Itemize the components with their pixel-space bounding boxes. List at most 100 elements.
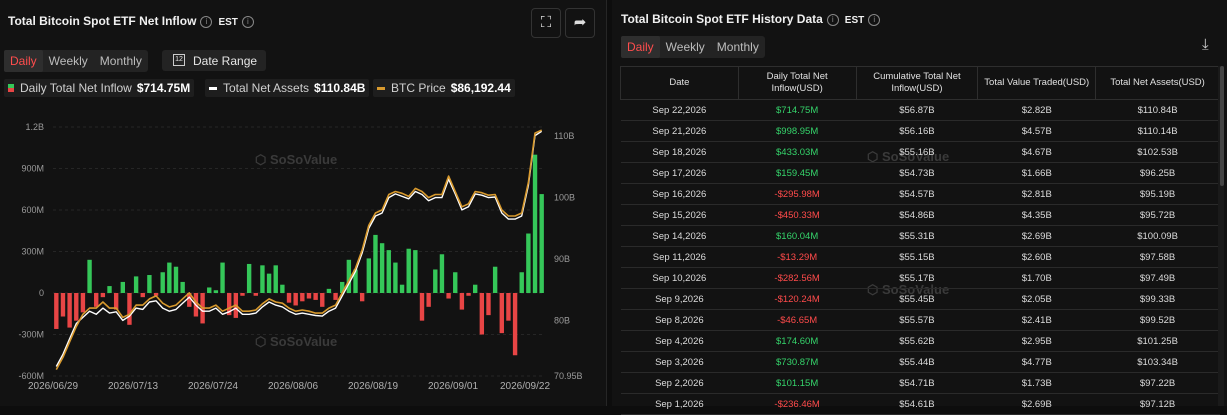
tab-daily[interactable]: Daily xyxy=(4,50,43,72)
inflow-bar xyxy=(87,259,92,293)
date-range-label: Date Range xyxy=(193,54,258,68)
inflow-bar xyxy=(346,259,352,293)
col-header-daily-inflow[interactable]: Daily Total Net Inflow(USD) xyxy=(737,66,857,100)
inflow-bar xyxy=(439,254,445,293)
y-right-tick-label: 90B xyxy=(554,254,570,264)
cell-value-traded: $2.81B xyxy=(977,183,1096,205)
inflow-bar xyxy=(399,284,405,293)
cell-daily-inflow: -$13.29M xyxy=(738,246,857,268)
inflow-bar xyxy=(167,262,172,293)
legend-value: $714.75M xyxy=(136,81,191,95)
y-right-tick-label: 100B xyxy=(554,193,575,203)
info-icon[interactable]: i xyxy=(826,13,839,26)
inflow-bar xyxy=(306,293,312,299)
cell-net-assets: $101.25B xyxy=(1095,330,1220,352)
timezone-info-icon[interactable]: i xyxy=(241,15,254,28)
table-scrollbar-thumb[interactable] xyxy=(1220,66,1224,186)
table-row[interactable]: Sep 10,2026 -$282.56M $55.17B $1.70B $97.49B xyxy=(620,267,1220,289)
table-row[interactable]: Sep 21,2026 $998.95M $56.16B $4.57B $110.14B xyxy=(620,120,1220,142)
inflow-bar xyxy=(512,293,518,356)
inflow-bar xyxy=(240,293,245,296)
table-row[interactable]: Sep 11,2026 -$13.29M $55.15B $2.60B $97.58B xyxy=(620,246,1220,268)
inflow-bar xyxy=(127,293,132,325)
cell-date: Sep 15,2026 xyxy=(620,204,739,226)
legend-btc-price[interactable]: BTC Price $86,192.44 xyxy=(373,79,515,97)
table-row[interactable]: Sep 14,2026 $160.04M $55.31B $2.69B $100.09B xyxy=(620,225,1220,247)
col-header-date[interactable]: Date xyxy=(620,66,739,100)
table-row[interactable]: Sep 16,2026 -$295.98M $54.57B $2.81B $95.19B xyxy=(620,183,1220,205)
legend-daily-inflow[interactable]: Daily Total Net Inflow $714.75M xyxy=(4,79,195,97)
y-right-tick-label: 70.95B xyxy=(554,371,583,381)
cell-cumulative-inflow: $54.57B xyxy=(856,183,978,205)
table-row[interactable]: Sep 4,2026 $174.60M $55.62B $2.95B $101.25B xyxy=(620,330,1220,352)
cell-net-assets: $97.12B xyxy=(1095,393,1220,415)
tab-monthly[interactable]: Monthly xyxy=(716,40,759,54)
col-header-cumulative-inflow[interactable]: Cumulative Total Net Inflow(USD) xyxy=(855,66,979,100)
table-title-text: Total Bitcoin Spot ETF History Data xyxy=(621,12,823,26)
inflow-bar xyxy=(280,284,285,293)
inflow-bar xyxy=(94,293,99,307)
history-table: Date Daily Total Net Inflow(USD) Cumulat… xyxy=(620,66,1220,415)
tab-weekly[interactable]: Weekly xyxy=(48,54,88,68)
tab-daily[interactable]: Daily xyxy=(621,36,660,58)
inflow-bar xyxy=(67,293,72,328)
table-row[interactable]: Sep 15,2026 -$450.33M $54.86B $4.35B $95.72B xyxy=(620,204,1220,226)
table-panel-title: Total Bitcoin Spot ETF History Data i EST i xyxy=(621,12,881,26)
inflow-bar xyxy=(253,293,258,296)
table-row[interactable]: Sep 9,2026 -$120.24M $55.45B $2.05B $99.33B xyxy=(620,288,1220,310)
tab-weekly[interactable]: Weekly xyxy=(665,40,705,54)
tab-monthly[interactable]: Monthly xyxy=(99,54,142,68)
legend-label: BTC Price xyxy=(391,81,446,95)
inflow-bar xyxy=(107,286,112,293)
date-range-button[interactable]: 12 Date Range xyxy=(162,50,266,71)
inflow-bar xyxy=(187,293,192,307)
cell-value-traded: $1.70B xyxy=(977,267,1096,289)
net-inflow-chart[interactable]: 1.2B 900M 600M 300M 0 -300M -600M 110B 100B 90B 80… xyxy=(0,0,606,406)
table-row[interactable]: Sep 18,2026 $433.03M $55.16B $4.67B $102.53B xyxy=(620,141,1220,163)
table-row[interactable]: Sep 22,2026 $714.75M $56.87B $2.82B $110.84B xyxy=(620,99,1220,121)
cell-date: Sep 2,2026 xyxy=(620,372,739,394)
inflow-bar xyxy=(273,265,278,293)
cell-net-assets: $97.22B xyxy=(1095,372,1220,394)
info-icon[interactable]: i xyxy=(200,15,213,28)
inflow-bar xyxy=(353,269,358,293)
table-row[interactable]: Sep 1,2026 -$236.46M $54.61B $2.69B $97.12B xyxy=(620,393,1220,415)
inflow-bar xyxy=(286,293,292,303)
cell-value-traded: $1.73B xyxy=(977,372,1096,394)
inflow-bar xyxy=(60,293,66,317)
cell-daily-inflow: $714.75M xyxy=(738,99,857,121)
cell-cumulative-inflow: $56.87B xyxy=(856,99,978,121)
table-scrollbar[interactable] xyxy=(1218,66,1224,406)
sosovalue-logo-icon: ⬡ xyxy=(255,334,267,349)
table-period-tabs: Daily Weekly Monthly xyxy=(621,36,765,58)
chart-watermark: ⬡ SoSoValue xyxy=(255,152,337,168)
table-row[interactable]: Sep 2,2026 $101.15M $54.71B $1.73B $97.22B xyxy=(620,372,1220,394)
table-row[interactable]: Sep 17,2026 $159.45M $54.73B $1.66B $96.25B xyxy=(620,162,1220,184)
x-tick-label: 2026/07/13 xyxy=(108,381,158,392)
col-header-value-traded[interactable]: Total Value Traded(USD) xyxy=(977,66,1097,100)
inflow-bar xyxy=(173,266,179,293)
cell-cumulative-inflow: $55.16B xyxy=(856,141,978,163)
cell-cumulative-inflow: $54.61B xyxy=(856,393,978,415)
cell-date: Sep 8,2026 xyxy=(620,309,739,331)
legend-value: $110.84B xyxy=(314,81,366,95)
table-row[interactable]: Sep 3,2026 $730.87M $55.44B $4.77B $103.34B xyxy=(620,351,1220,373)
assets-swatch-icon xyxy=(209,86,217,90)
cell-net-assets: $95.72B xyxy=(1095,204,1220,226)
y-left-tick-label: 600M xyxy=(21,205,44,215)
cell-net-assets: $97.58B xyxy=(1095,246,1220,268)
inflow-bar xyxy=(54,293,59,329)
col-header-net-assets[interactable]: Total Net Assets(USD) xyxy=(1095,66,1220,100)
cell-cumulative-inflow: $55.44B xyxy=(856,351,978,373)
inflow-bar xyxy=(519,272,524,293)
table-row[interactable]: Sep 8,2026 -$46.65M $55.57B $2.41B $99.52B xyxy=(620,309,1220,331)
cell-net-assets: $110.14B xyxy=(1095,120,1220,142)
timezone-info-icon[interactable]: i xyxy=(868,13,881,26)
fullscreen-icon[interactable]: ⛶ xyxy=(531,8,561,38)
cell-cumulative-inflow: $55.15B xyxy=(856,246,978,268)
share-icon[interactable]: ➦ xyxy=(565,8,595,38)
inflow-bar xyxy=(246,263,252,293)
download-icon[interactable]: ⤓ xyxy=(1202,36,1209,53)
legend-net-assets[interactable]: Total Net Assets $110.84B xyxy=(205,79,370,97)
y-right-tick-label: 80B xyxy=(554,315,570,325)
